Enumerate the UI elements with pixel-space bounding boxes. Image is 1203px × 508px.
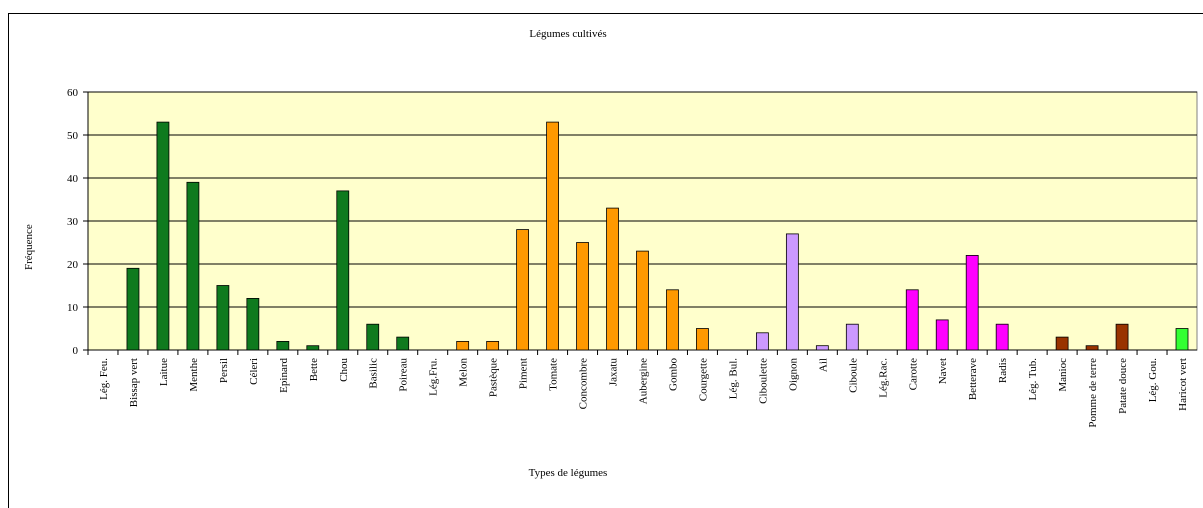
x-tick-label: Chou [338,358,350,382]
bar [456,340,470,351]
x-tick-label: Jaxatu [608,358,620,387]
bar [396,336,410,351]
bar [755,332,769,351]
x-tick-label: Piment [518,358,530,389]
bar [216,285,230,351]
x-tick-label: Oignon [787,358,799,392]
y-axis-label: Fréquence [23,224,35,270]
x-tick-label: Céleri [248,358,260,385]
bar [156,121,170,351]
bar [845,323,859,351]
x-tick-label: Lég.Fru. [428,358,440,396]
x-tick-label: Concombre [578,358,590,409]
x-tick-label: Poireau [398,358,410,392]
x-tick-label: Lég. Feu. [98,358,110,400]
y-tick-label: 50 [67,130,79,142]
x-tick-label: Lég.Rac. [877,358,889,398]
x-tick-label: Persil [218,358,230,383]
chart-title: Légumes cultivés [529,28,606,40]
bar [606,207,619,351]
x-tick-label: Tomate [548,358,560,391]
x-tick-label: Lég. Gou. [1147,358,1159,403]
bar [306,345,320,351]
x-tick-label: Haricot vert [1177,358,1189,411]
bar [1055,336,1069,351]
bar [1085,345,1099,351]
bar [276,340,290,351]
x-tick-label: Radis [997,358,1009,383]
bar [1115,323,1129,351]
x-tick-label: Manioc [1057,358,1069,392]
y-tick-label: 30 [67,216,79,228]
bar [576,242,589,351]
x-tick-label: Basilic [368,358,380,389]
bar [935,319,949,351]
x-tick-label: Ciboule [847,358,859,393]
x-tick-label: Patate douce [1117,358,1129,414]
y-tick-label: 0 [73,345,79,357]
y-tick-label: 60 [67,87,79,99]
y-tick-label: 40 [67,173,79,185]
x-tick-label: Aubergine [638,358,650,404]
bar [905,289,919,351]
bar [1175,328,1189,351]
x-tick-label: Laitue [158,358,170,386]
x-axis-label: Types de légumes [529,467,608,479]
bar [246,297,260,351]
bar [995,323,1009,351]
bar [186,181,200,351]
x-tick-label: Gombo [667,358,679,392]
x-tick-label: Bette [308,358,320,381]
bar [126,267,140,351]
x-tick-label: Bissap vert [128,358,140,407]
x-tick-label: Lég. Tub. [1027,358,1039,401]
x-tick-label: Pomme de terre [1087,358,1099,428]
x-tick-label: Ail [817,358,829,372]
x-tick-label: Betterave [967,358,979,400]
y-tick-label: 20 [67,259,79,271]
x-tick-label: Menthe [188,358,200,392]
bar [696,328,709,351]
bar [516,229,530,351]
x-tick-label: Melon [458,358,470,387]
x-tick-label: Navet [937,358,949,384]
bar [366,323,380,351]
x-tick-label: Lég. Bul. [727,358,739,399]
x-tick-label: Courgette [697,358,709,401]
x-tick-label: Epinard [278,358,290,393]
x-tick-label: Carotte [907,358,919,390]
bar [666,289,679,351]
bar [336,190,350,351]
x-tick-label: Pastèque [488,358,500,397]
bar [546,121,559,351]
bar [636,250,649,351]
bar [815,345,829,351]
bar [965,254,979,351]
y-tick-label: 10 [67,302,79,314]
bar [785,233,799,351]
x-tick-label: Ciboulette [757,358,769,404]
bar [486,340,500,351]
